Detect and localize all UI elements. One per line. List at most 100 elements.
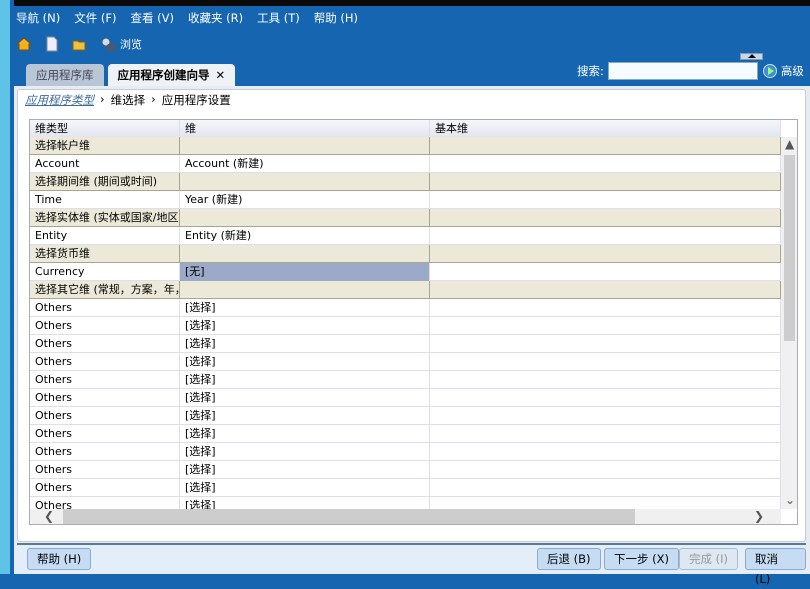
menu-view[interactable]: 查看 (V): [130, 11, 174, 25]
dimension-cell[interactable]: [选择]: [180, 443, 430, 461]
base-dimension-cell[interactable]: [430, 317, 781, 335]
scroll-down-icon[interactable]: ⌄: [785, 493, 796, 507]
search-input[interactable]: [607, 62, 758, 80]
scroll-up-icon[interactable]: ▲: [785, 137, 795, 151]
base-dimension-cell[interactable]: [430, 209, 781, 227]
tab-application-wizard[interactable]: 应用程序创建向导 ✕: [107, 64, 236, 86]
advanced-search-link[interactable]: 高级: [780, 64, 804, 78]
group-row[interactable]: 选择其它维 (常规，方案，年，: [30, 281, 781, 299]
base-dimension-cell[interactable]: [430, 299, 781, 317]
base-dimension-cell[interactable]: [430, 461, 781, 479]
table-row[interactable]: Others [选择]: [30, 425, 781, 443]
menu-tools[interactable]: 工具 (T): [257, 11, 300, 25]
dimension-cell[interactable]: Account (新建): [180, 155, 430, 173]
search-area: 搜索: 高级: [577, 62, 804, 80]
dimension-cell[interactable]: [选择]: [180, 353, 430, 371]
collapse-header-button[interactable]: [740, 53, 763, 60]
base-dimension-cell[interactable]: [430, 335, 781, 353]
table-row[interactable]: Currency [无]: [30, 263, 781, 281]
dimension-cell[interactable]: [选择]: [180, 479, 430, 497]
breadcrumb-application-type[interactable]: 应用程序类型: [25, 93, 94, 107]
dimension-cell[interactable]: [选择]: [180, 371, 430, 389]
dimension-type-cell: Others: [30, 479, 180, 497]
dimension-cell[interactable]: [无]: [180, 263, 430, 281]
dimension-cell[interactable]: [选择]: [180, 461, 430, 479]
dimension-cell[interactable]: [选择]: [180, 299, 430, 317]
dimension-cell[interactable]: [180, 173, 430, 191]
base-dimension-cell[interactable]: [430, 407, 781, 425]
table-row[interactable]: Others [选择]: [30, 461, 781, 479]
base-dimension-cell[interactable]: [430, 353, 781, 371]
dimension-type-cell: Others: [30, 299, 180, 317]
group-row[interactable]: 选择货币维: [30, 245, 781, 263]
dimension-cell[interactable]: [选择]: [180, 335, 430, 353]
base-dimension-cell[interactable]: [430, 479, 781, 497]
base-dimension-cell[interactable]: [430, 281, 781, 299]
dimension-cell[interactable]: Year (新建): [180, 191, 430, 209]
group-row[interactable]: 选择实体维 (实体或国家/地区): [30, 209, 781, 227]
search-go-icon[interactable]: [762, 64, 777, 78]
table-row[interactable]: Others [选择]: [30, 389, 781, 407]
table-row[interactable]: Others [选择]: [30, 479, 781, 497]
menu-file[interactable]: 文件 (F): [74, 11, 117, 25]
table-row[interactable]: Others [选择]: [30, 299, 781, 317]
base-dimension-cell[interactable]: [430, 443, 781, 461]
column-header-base-dimension[interactable]: 基本维: [430, 120, 781, 138]
menu-favorites[interactable]: 收藏夹 (R): [187, 11, 244, 25]
base-dimension-cell[interactable]: [430, 173, 781, 191]
dimension-cell[interactable]: [选择]: [180, 425, 430, 443]
base-dimension-cell[interactable]: [430, 497, 781, 515]
dimension-cell[interactable]: [选择]: [180, 497, 430, 515]
dimension-cell[interactable]: [180, 137, 430, 155]
base-dimension-cell[interactable]: [430, 263, 781, 281]
horizontal-scrollbar[interactable]: ❮ ❯: [30, 509, 781, 524]
dimension-cell[interactable]: [选择]: [180, 317, 430, 335]
new-document-icon[interactable]: [44, 36, 60, 52]
column-header-dimension-type[interactable]: 维类型: [30, 120, 180, 138]
group-row[interactable]: 选择帐户维: [30, 137, 781, 155]
dimension-cell[interactable]: [180, 209, 430, 227]
table-row[interactable]: Others [选择]: [30, 317, 781, 335]
scroll-left-icon[interactable]: ❮: [44, 509, 55, 523]
table-row[interactable]: Time Year (新建): [30, 191, 781, 209]
group-row[interactable]: 选择期间维 (期间或时间): [30, 173, 781, 191]
table-row[interactable]: Others [选择]: [30, 371, 781, 389]
dimension-cell[interactable]: [选择]: [180, 389, 430, 407]
vertical-scroll-thumb[interactable]: [784, 155, 795, 341]
base-dimension-cell[interactable]: [430, 371, 781, 389]
dimension-cell[interactable]: [选择]: [180, 407, 430, 425]
table-row[interactable]: Entity Entity (新建): [30, 227, 781, 245]
table-row[interactable]: Others [选择]: [30, 407, 781, 425]
dimension-cell[interactable]: [180, 245, 430, 263]
table-row[interactable]: Account Account (新建): [30, 155, 781, 173]
menu-navigate[interactable]: 导航 (N): [16, 11, 61, 25]
table-row[interactable]: Others [选择]: [30, 335, 781, 353]
base-dimension-cell[interactable]: [430, 227, 781, 245]
table-row[interactable]: Others [选择]: [30, 443, 781, 461]
dimension-cell[interactable]: [180, 281, 430, 299]
vertical-scrollbar[interactable]: ▲ ⌄: [781, 137, 797, 509]
dimension-type-cell: Account: [30, 155, 180, 173]
tab-application-library[interactable]: 应用程序库: [26, 64, 104, 86]
base-dimension-cell[interactable]: [430, 425, 781, 443]
browse-button[interactable]: 浏览: [100, 36, 142, 52]
next-button[interactable]: 下一步 (X): [604, 548, 680, 570]
base-dimension-cell[interactable]: [430, 155, 781, 173]
close-icon[interactable]: ✕: [215, 68, 226, 82]
help-button[interactable]: 帮助 (H): [27, 548, 92, 570]
cancel-button[interactable]: 取消 (L): [745, 548, 806, 586]
finish-button[interactable]: 完成 (I): [679, 548, 739, 570]
back-button[interactable]: 后退 (B): [537, 548, 601, 570]
open-folder-icon[interactable]: [72, 36, 88, 52]
home-icon[interactable]: [16, 36, 32, 52]
dimension-cell[interactable]: Entity (新建): [180, 227, 430, 245]
column-header-dimension[interactable]: 维: [180, 120, 430, 138]
base-dimension-cell[interactable]: [430, 389, 781, 407]
base-dimension-cell[interactable]: [430, 137, 781, 155]
base-dimension-cell[interactable]: [430, 245, 781, 263]
scroll-right-icon[interactable]: ❯: [754, 509, 765, 523]
menu-help[interactable]: 帮助 (H): [313, 11, 359, 25]
base-dimension-cell[interactable]: [430, 191, 781, 209]
horizontal-scroll-thumb[interactable]: [63, 509, 635, 524]
table-row[interactable]: Others [选择]: [30, 353, 781, 371]
